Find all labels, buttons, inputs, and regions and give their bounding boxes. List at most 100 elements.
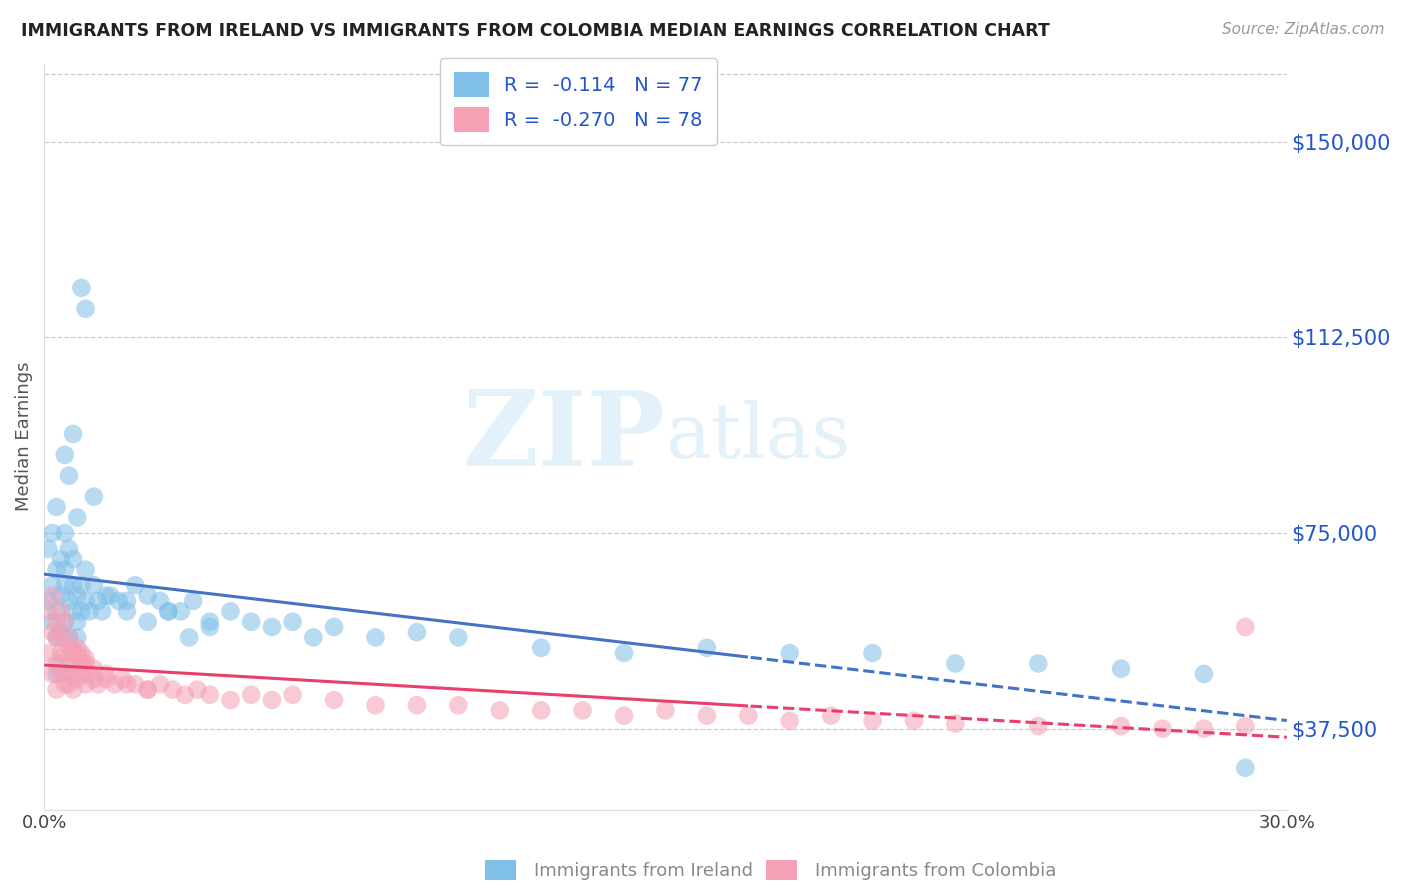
- Point: [58, 541, 80, 556]
- Point: [66, 672, 89, 686]
- Point: [41, 615, 63, 629]
- Text: Immigrants from Ireland: Immigrants from Ireland: [534, 863, 754, 880]
- Point: [49, 631, 72, 645]
- Point: [45, 682, 67, 697]
- Point: [1192, 722, 1215, 736]
- Point: [364, 631, 387, 645]
- Point: [87, 594, 110, 608]
- Point: [45, 615, 67, 629]
- Point: [240, 688, 263, 702]
- Point: [124, 677, 146, 691]
- Point: [45, 631, 67, 645]
- Point: [530, 703, 553, 717]
- Point: [945, 657, 967, 671]
- Point: [87, 677, 110, 691]
- Point: [53, 526, 76, 541]
- Point: [162, 682, 184, 697]
- Point: [58, 631, 80, 645]
- Point: [945, 716, 967, 731]
- Text: ZIP: ZIP: [463, 385, 665, 488]
- Point: [41, 526, 63, 541]
- Point: [45, 667, 67, 681]
- Point: [654, 703, 676, 717]
- Point: [96, 667, 118, 681]
- Point: [49, 657, 72, 671]
- Point: [66, 589, 89, 603]
- Point: [323, 693, 346, 707]
- Point: [41, 578, 63, 592]
- Point: [1026, 719, 1049, 733]
- Point: [75, 657, 97, 671]
- Point: [75, 301, 97, 316]
- Point: [75, 651, 97, 665]
- Point: [41, 667, 63, 681]
- Point: [45, 500, 67, 514]
- Point: [136, 589, 159, 603]
- Point: [62, 427, 84, 442]
- Point: [70, 578, 93, 592]
- Point: [219, 604, 242, 618]
- Point: [862, 714, 884, 728]
- Point: [53, 667, 76, 681]
- Point: [62, 646, 84, 660]
- Point: [149, 677, 172, 691]
- Point: [66, 510, 89, 524]
- Point: [41, 589, 63, 603]
- Point: [62, 578, 84, 592]
- Point: [37, 594, 59, 608]
- Point: [107, 594, 129, 608]
- Text: Source: ZipAtlas.com: Source: ZipAtlas.com: [1222, 22, 1385, 37]
- Point: [240, 615, 263, 629]
- Point: [157, 604, 180, 618]
- Point: [903, 714, 925, 728]
- Point: [53, 578, 76, 592]
- Point: [83, 672, 105, 686]
- Point: [79, 667, 101, 681]
- Point: [186, 682, 208, 697]
- Point: [149, 594, 172, 608]
- Point: [70, 604, 93, 618]
- Point: [1152, 722, 1174, 736]
- Point: [62, 682, 84, 697]
- Point: [1234, 620, 1257, 634]
- Point: [737, 708, 759, 723]
- Point: [696, 708, 718, 723]
- Point: [83, 490, 105, 504]
- Point: [96, 589, 118, 603]
- Point: [779, 646, 801, 660]
- Point: [174, 688, 197, 702]
- Point: [62, 667, 84, 681]
- Point: [49, 552, 72, 566]
- Point: [219, 693, 242, 707]
- Point: [124, 578, 146, 592]
- Point: [53, 615, 76, 629]
- Point: [62, 646, 84, 660]
- Point: [136, 682, 159, 697]
- Point: [45, 604, 67, 618]
- Point: [406, 698, 429, 713]
- Point: [302, 631, 325, 645]
- Point: [58, 677, 80, 691]
- Point: [820, 708, 842, 723]
- Point: [1192, 667, 1215, 681]
- Point: [49, 589, 72, 603]
- Point: [53, 615, 76, 629]
- Point: [115, 594, 138, 608]
- Point: [111, 672, 134, 686]
- Text: atlas: atlas: [665, 400, 851, 474]
- Point: [66, 631, 89, 645]
- Point: [100, 589, 122, 603]
- Point: [96, 672, 118, 686]
- Point: [66, 657, 89, 671]
- Point: [1234, 719, 1257, 733]
- Point: [75, 563, 97, 577]
- Point: [447, 631, 470, 645]
- Point: [66, 615, 89, 629]
- Point: [157, 604, 180, 618]
- Point: [53, 563, 76, 577]
- Point: [58, 640, 80, 655]
- Point: [83, 578, 105, 592]
- Point: [83, 662, 105, 676]
- Point: [70, 281, 93, 295]
- Point: [281, 615, 304, 629]
